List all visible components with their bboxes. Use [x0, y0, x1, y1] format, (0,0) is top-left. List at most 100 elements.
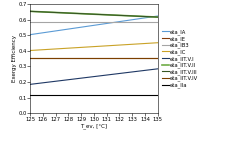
eta_IIT.V.II	[130, 15, 133, 17]
eta_IIT.V.III	[156, 16, 158, 18]
eta_IIT.V.III	[118, 14, 120, 16]
eta_IB3	[130, 21, 133, 23]
eta_IIT.V.I	[29, 84, 31, 85]
eta_IIT.V.I	[92, 76, 95, 77]
eta_IIT.V.I	[143, 69, 146, 71]
eta_IC	[156, 42, 158, 44]
eta_IC	[29, 50, 31, 51]
eta_IC	[105, 45, 108, 47]
eta_IE	[67, 57, 70, 59]
X-axis label: T_ev, [°C]: T_ev, [°C]	[80, 123, 107, 129]
eta_IIT.V.I	[41, 82, 44, 84]
eta_IA	[79, 26, 82, 28]
eta_IB3	[143, 21, 146, 23]
eta_IE	[29, 57, 31, 59]
eta_IB3	[118, 21, 120, 23]
eta_IB3	[41, 21, 44, 23]
eta_IB3	[105, 21, 108, 23]
eta_IIT.V.I	[79, 77, 82, 79]
eta_IE	[118, 57, 120, 59]
eta_IIT.V.IV	[143, 57, 146, 59]
eta_IIT.V.III	[67, 12, 70, 14]
eta_IIa	[118, 94, 120, 96]
eta_IIT.V.I	[105, 74, 108, 76]
eta_IIT.V.III	[29, 10, 31, 12]
eta_IA	[54, 30, 57, 32]
Line: eta_IIT.V.III: eta_IIT.V.III	[30, 11, 157, 17]
eta_IIT.V.III	[92, 13, 95, 15]
eta_IB3	[79, 21, 82, 23]
eta_IC	[143, 43, 146, 44]
eta_IIa	[29, 94, 31, 96]
eta_IIT.V.II	[105, 14, 108, 16]
eta_IE	[79, 57, 82, 59]
eta_IA	[105, 23, 108, 24]
eta_IE	[92, 57, 95, 59]
eta_IIT.V.I	[130, 71, 133, 73]
eta_IIT.V.III	[79, 13, 82, 15]
eta_IIT.V.I	[67, 79, 70, 81]
Legend: eta_IA, eta_IE, eta_IB3, eta_IC, eta_IIT.V.I, eta_IIT.V.II, eta_IIT.V.III, eta_I: eta_IA, eta_IE, eta_IB3, eta_IC, eta_IIT…	[161, 29, 198, 89]
eta_IIT.V.IV	[118, 57, 120, 59]
eta_IIT.V.IV	[54, 57, 57, 59]
eta_IIT.V.III	[130, 15, 133, 17]
eta_IIT.V.I	[54, 80, 57, 82]
eta_IIT.V.II	[143, 16, 146, 17]
eta_IIT.V.III	[54, 12, 57, 13]
eta_IIT.V.II	[29, 10, 31, 12]
eta_IB3	[29, 21, 31, 23]
eta_IIa	[130, 94, 133, 96]
eta_IA	[29, 34, 31, 36]
eta_IA	[92, 25, 95, 26]
eta_IC	[41, 49, 44, 51]
eta_IA	[67, 28, 70, 30]
eta_IIT.V.III	[41, 11, 44, 13]
eta_IE	[156, 57, 158, 59]
eta_IC	[54, 48, 57, 50]
eta_IIT.V.III	[143, 16, 146, 17]
eta_IB3	[156, 21, 158, 23]
eta_IIT.V.IV	[156, 57, 158, 59]
eta_IB3	[54, 21, 57, 23]
eta_IA	[156, 15, 158, 17]
eta_IIT.V.II	[54, 12, 57, 13]
eta_IIT.V.II	[41, 11, 44, 13]
Line: eta_IC: eta_IC	[30, 43, 157, 50]
eta_IA	[130, 19, 133, 21]
eta_IIT.V.IV	[92, 57, 95, 59]
eta_IIa	[79, 94, 82, 96]
eta_IIa	[105, 94, 108, 96]
eta_IIT.V.II	[92, 13, 95, 15]
eta_IC	[79, 47, 82, 48]
eta_IIT.V.III	[105, 14, 108, 16]
eta_IIT.V.IV	[29, 57, 31, 59]
eta_IB3	[67, 21, 70, 23]
eta_IIa	[143, 94, 146, 96]
eta_IIa	[41, 94, 44, 96]
eta_IIT.V.II	[118, 14, 120, 16]
eta_IE	[143, 57, 146, 59]
Y-axis label: Exergy Efficiency: Exergy Efficiency	[12, 35, 17, 82]
eta_IIT.V.II	[156, 16, 158, 18]
eta_IB3	[92, 21, 95, 23]
eta_IE	[130, 57, 133, 59]
eta_IIT.V.IV	[67, 57, 70, 59]
eta_IIT.V.IV	[105, 57, 108, 59]
Line: eta_IIT.V.I: eta_IIT.V.I	[30, 69, 157, 84]
eta_IIT.V.I	[156, 68, 158, 70]
Line: eta_IIT.V.II: eta_IIT.V.II	[30, 11, 157, 17]
eta_IIa	[67, 94, 70, 96]
eta_IC	[92, 46, 95, 47]
eta_IC	[118, 44, 120, 46]
eta_IIT.V.II	[67, 12, 70, 14]
eta_IE	[105, 57, 108, 59]
eta_IIT.V.IV	[41, 57, 44, 59]
eta_IIT.V.I	[118, 73, 120, 74]
eta_IIT.V.IV	[130, 57, 133, 59]
eta_IC	[67, 47, 70, 49]
eta_IIa	[92, 94, 95, 96]
eta_IIa	[54, 94, 57, 96]
eta_IIT.V.IV	[79, 57, 82, 59]
eta_IE	[41, 57, 44, 59]
eta_IIa	[156, 94, 158, 96]
